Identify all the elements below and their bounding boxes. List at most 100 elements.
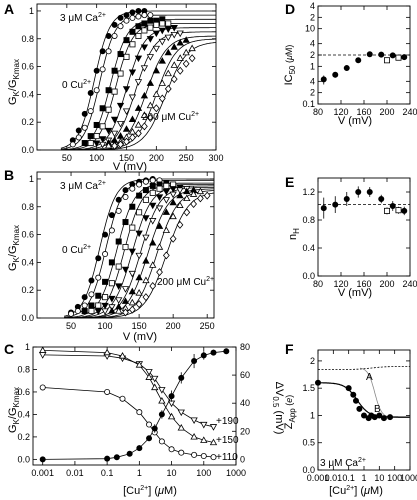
curve-a <box>318 365 410 371</box>
data-point <box>182 48 190 56</box>
data-point <box>158 94 166 103</box>
data-point <box>147 17 154 24</box>
data-point <box>88 291 95 298</box>
data-point <box>151 383 159 391</box>
data-point <box>156 185 163 192</box>
data-point <box>134 55 143 63</box>
data-point <box>191 451 198 458</box>
data-point <box>111 67 118 74</box>
data-point <box>142 257 150 264</box>
x-tick-label: 1 <box>137 468 142 478</box>
data-point <box>93 87 100 94</box>
data-point <box>95 255 102 262</box>
y-tick-label: 0.6 <box>21 62 34 72</box>
data-point <box>146 36 155 43</box>
y-tick-label: 2 <box>310 12 315 22</box>
data-point <box>126 450 133 457</box>
data-point <box>39 384 46 391</box>
data-point <box>111 141 118 150</box>
data-point <box>355 188 362 195</box>
fit-curve <box>42 350 214 443</box>
data-point <box>209 424 218 431</box>
y-tick-label: 0.4 <box>21 257 34 267</box>
y-tick-label: 1 <box>310 61 315 71</box>
x-tick-label: 200 <box>166 321 181 331</box>
data-point <box>121 297 130 304</box>
data-point <box>170 75 178 84</box>
data-point <box>135 32 142 39</box>
panel-c-label-190: +190 <box>216 416 239 427</box>
data-point <box>146 421 153 428</box>
data-point <box>75 127 82 134</box>
data-point <box>95 292 102 299</box>
data-point <box>135 230 143 238</box>
data-point <box>158 387 166 394</box>
data-point <box>101 308 109 315</box>
data-point <box>158 57 166 64</box>
y-tick-label: 0.0 <box>21 145 34 155</box>
data-point <box>110 116 119 124</box>
panel-f-label-ca: 3 μM Ca2+ <box>320 457 366 469</box>
data-point <box>153 21 160 28</box>
panel-letter-a: A <box>4 1 14 17</box>
data-point <box>102 294 109 301</box>
data-point <box>105 48 112 55</box>
data-point <box>401 207 408 214</box>
data-point <box>121 266 130 274</box>
data-point <box>136 445 143 452</box>
panel-c-label-150: +150 <box>216 435 239 446</box>
data-point <box>149 202 157 210</box>
data-point <box>190 417 198 424</box>
data-point <box>69 141 76 148</box>
data-point <box>200 436 208 443</box>
data-point <box>162 197 171 204</box>
data-point <box>360 412 367 419</box>
data-point <box>155 243 164 250</box>
x-tick-label: 0.1 <box>101 468 114 478</box>
data-point <box>87 108 94 115</box>
data-point <box>39 456 46 463</box>
data-point <box>108 307 116 314</box>
fit-curve <box>60 23 216 151</box>
data-point <box>169 234 177 243</box>
data-point <box>209 438 218 446</box>
data-point <box>158 397 166 404</box>
data-point <box>149 261 157 268</box>
panel-a-ylabel: GK/GKmax <box>7 59 21 105</box>
data-point <box>136 192 143 199</box>
data-point <box>74 308 81 315</box>
fit-curve <box>60 42 217 151</box>
panel-a-xlabel: V (mV) <box>113 161 147 173</box>
data-point <box>164 84 172 93</box>
x-tick-label: 240 <box>402 279 417 289</box>
y-tick-label: 0.1 <box>302 99 315 109</box>
data-point <box>99 66 106 73</box>
data-point <box>158 411 165 418</box>
data-point <box>164 34 172 42</box>
data-point <box>169 212 177 220</box>
y2-tick-label: 80 <box>240 342 250 352</box>
data-point <box>158 79 166 86</box>
data-point <box>356 405 363 412</box>
data-point <box>176 38 184 46</box>
panel-f-data-points <box>314 379 394 422</box>
data-point <box>118 352 127 359</box>
data-point <box>81 140 88 147</box>
x-tick-label: 50 <box>62 153 72 163</box>
data-point <box>135 7 142 14</box>
data-point <box>145 369 153 376</box>
plot-frame <box>32 346 237 466</box>
data-point <box>81 124 88 131</box>
data-point <box>176 54 184 61</box>
data-point <box>149 189 156 196</box>
panel-f-xlabel: [Cu2+] (μM) <box>329 485 383 497</box>
data-point <box>101 302 109 310</box>
data-point <box>123 137 130 146</box>
y-tick-label: 0.4 <box>17 409 30 419</box>
data-point <box>87 133 94 140</box>
data-point <box>135 252 143 260</box>
data-point <box>117 140 124 149</box>
data-point <box>146 435 153 442</box>
x-tick-label: 100 <box>98 321 113 331</box>
